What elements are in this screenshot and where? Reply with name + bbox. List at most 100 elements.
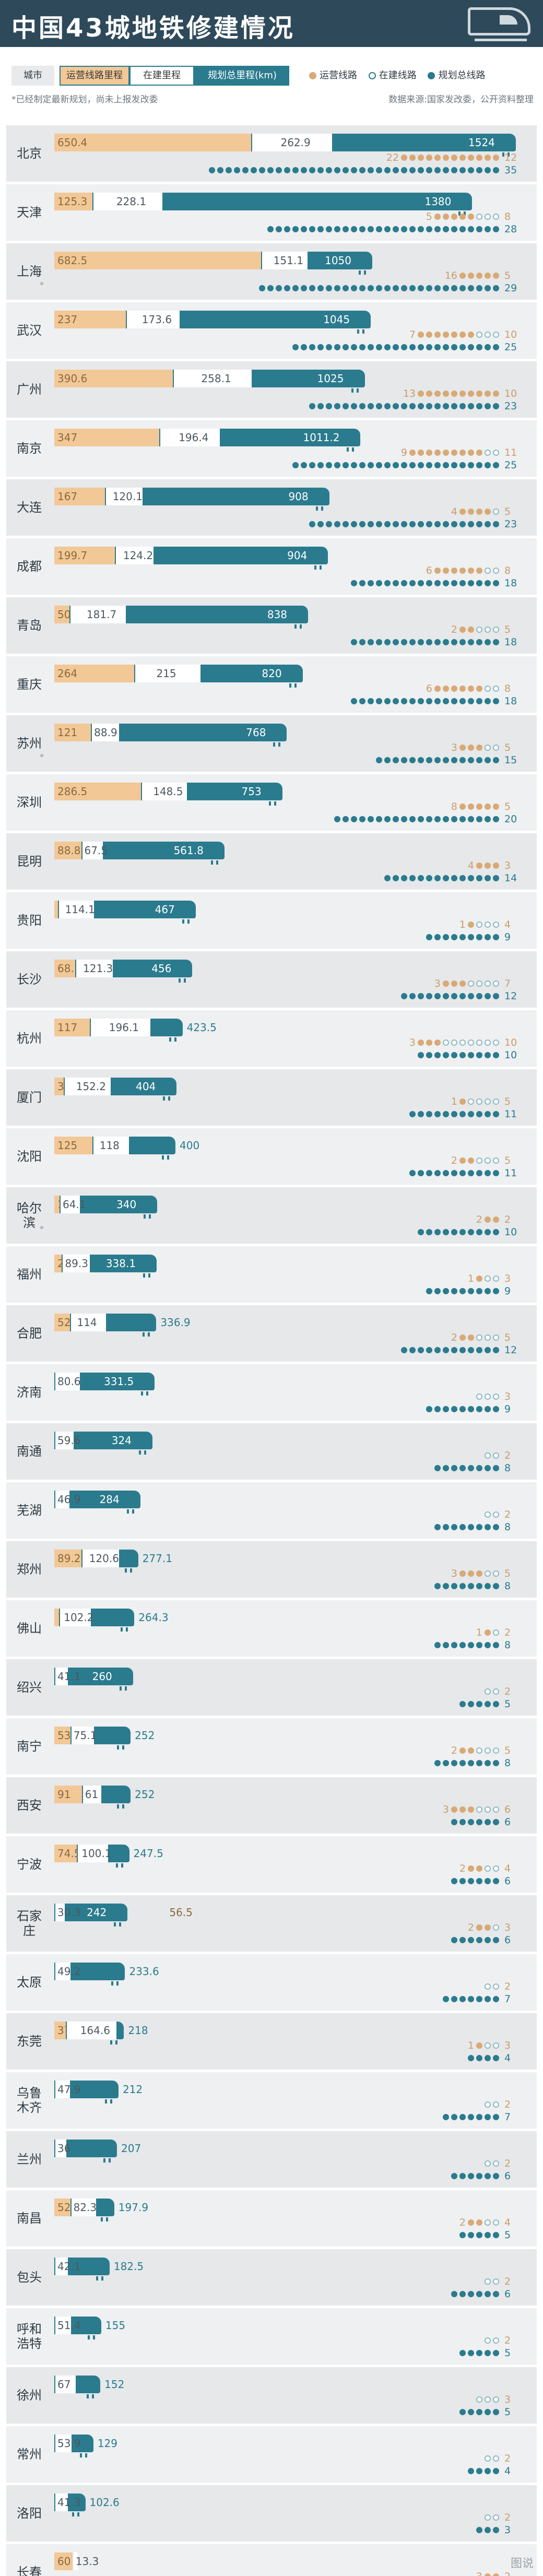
- planned-line-dot: [351, 403, 357, 409]
- operating-km-label: 237: [57, 313, 78, 326]
- city-row: 济南 80.6 331.5 3 9: [6, 1364, 537, 1421]
- planned-line-dot: [409, 1170, 416, 1176]
- line-dot: [426, 155, 432, 161]
- planned-line-dot: [409, 816, 416, 822]
- planned-km-label: 467: [155, 903, 175, 916]
- planned-line-dot: [468, 2350, 474, 2356]
- planned-line-dot: [334, 403, 340, 409]
- planned-line-dot: [434, 1347, 441, 1353]
- line-count-operating: 1: [467, 1273, 474, 1284]
- planned-line-dot: [468, 1583, 474, 1589]
- planned-line-dot: [468, 1465, 474, 1471]
- planned-line-dot: [359, 167, 365, 173]
- construction-km-bar: [90, 1019, 150, 1036]
- line-count-operating: 2: [451, 1745, 457, 1756]
- unreported-marker: *: [40, 1224, 44, 1234]
- planned-line-dot: [485, 1583, 491, 1589]
- planned-line-dot: [443, 344, 449, 350]
- planned-line-dot: [493, 521, 499, 527]
- planned-line-dot: [468, 2232, 474, 2238]
- line-count-total: 9: [504, 1403, 511, 1415]
- city-row: 郑州 89.2 120.6 277.1 5 3 8: [6, 1541, 537, 1598]
- legend-bar-key: 运营线路里程 在建里程 规划总里程(km): [60, 66, 289, 86]
- operating-km-label: 286.5: [57, 785, 88, 798]
- planned-line-dot: [459, 521, 466, 527]
- operating-km-bar: [54, 1196, 60, 1213]
- line-dot: [468, 1806, 474, 1813]
- line-dot: [485, 1983, 491, 1990]
- line-dot: [493, 1865, 499, 1872]
- city-row: 绍兴 41.1 260 2 5: [6, 1659, 537, 1716]
- line-count-operating: 3: [467, 2571, 482, 2576]
- construction-km-label: 67: [57, 2378, 71, 2391]
- planned-line-dot: [334, 816, 340, 822]
- line-dot: [476, 627, 482, 633]
- construction-km-label: 89.3: [65, 1257, 88, 1270]
- line-dot: [493, 2160, 499, 2167]
- construction-km-bar: [73, 2553, 78, 2570]
- train-wheels-icon: [120, 1627, 130, 1632]
- line-dot: [459, 1570, 466, 1577]
- planned-line-dot: [343, 403, 349, 409]
- line-dot: [468, 921, 474, 928]
- city-row: 南宁 53.1 75.1 252 5 2 8: [6, 1718, 537, 1775]
- train-wheels-icon: [457, 211, 468, 216]
- line-count-total: 5: [504, 2406, 511, 2418]
- planned-line-dot: [459, 1229, 466, 1235]
- planned-line-dot: [434, 167, 441, 173]
- line-dot: [451, 155, 457, 161]
- line-dot: [493, 1039, 499, 1046]
- line-dot: [485, 1629, 491, 1636]
- construction-km-bar: [135, 665, 200, 682]
- train-wheels-icon: [138, 1450, 148, 1455]
- construction-km-bar: [55, 1963, 70, 1980]
- line-dot: [476, 1275, 482, 1282]
- planned-line-dot: [485, 1347, 491, 1353]
- planned-line-dot: [434, 1583, 441, 1589]
- planned-line-dot: [384, 639, 391, 645]
- planned-line-dot: [401, 639, 407, 645]
- line-dot: [493, 450, 499, 456]
- planned-line-dot: [376, 580, 382, 586]
- planned-km-label: 233.6: [129, 1965, 159, 1978]
- planned-line-dot: [451, 1937, 457, 1943]
- planned-line-dot: [418, 167, 424, 173]
- line-dot: [493, 1688, 499, 1695]
- planned-line-dot: [326, 462, 332, 468]
- planned-line-dot: [334, 167, 340, 173]
- line-dot: [485, 155, 491, 161]
- line-count-construction: 2: [504, 1981, 511, 1992]
- line-dot: [493, 2514, 499, 2521]
- planned-line-dot: [451, 1170, 457, 1176]
- operating-km-bar: [54, 134, 252, 151]
- planned-line-dot: [343, 167, 349, 173]
- line-count-operating: 2: [459, 2217, 466, 2228]
- train-wheels-icon: [178, 978, 188, 983]
- planned-line-dot: [493, 1406, 499, 1412]
- planned-line-dot: [485, 2468, 491, 2474]
- construction-km-label: 64.1: [62, 1198, 86, 1211]
- planned-line-dot: [401, 226, 407, 232]
- construction-km-label: 114.1: [65, 903, 95, 916]
- construction-km-bar: [160, 429, 220, 446]
- planned-line-dot: [434, 1229, 441, 1235]
- city-row: 兰州 36 207 2 6: [6, 2131, 537, 2188]
- line-dot: [418, 332, 424, 338]
- planned-line-dot: [418, 521, 424, 527]
- planned-line-dot: [468, 580, 474, 586]
- planned-line-dot: [485, 226, 491, 232]
- planned-line-dot: [351, 462, 357, 468]
- planned-line-dot: [409, 403, 416, 409]
- operating-km-bar: [54, 1314, 70, 1331]
- line-dot: [459, 1039, 466, 1046]
- planned-line-dot: [401, 521, 407, 527]
- planned-line-dot: [251, 167, 257, 173]
- line-dot: [485, 1098, 491, 1105]
- planned-line-dot: [493, 285, 499, 291]
- planned-line-dot: [459, 1819, 466, 1825]
- legend: 城市 运营线路里程 在建里程 规划总里程(km) 运营线路 在建线路 规划总线路: [11, 66, 534, 87]
- city-name: 武汉: [17, 323, 42, 338]
- line-dot: [493, 1983, 499, 1990]
